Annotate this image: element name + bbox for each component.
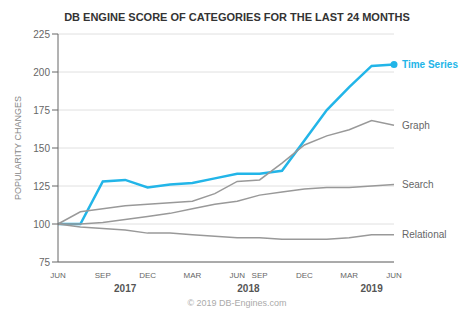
svg-text:125: 125 [33,181,50,192]
svg-text:Time Series: Time Series [402,59,458,70]
svg-text:DEC: DEC [139,271,156,280]
svg-text:Relational: Relational [402,229,446,240]
svg-text:POPULARITY CHANGES: POPULARITY CHANGES [13,96,23,200]
html-text:© 2019 DB-Engines.com: © 2019 DB-Engines.com [187,298,287,308]
svg-text:JUN: JUN [386,271,402,280]
svg-text:Search: Search [402,179,434,190]
svg-text:2017: 2017 [114,283,137,294]
svg-text:SEP: SEP [252,271,268,280]
svg-text:2019: 2019 [360,283,383,294]
svg-text:100: 100 [33,219,50,230]
svg-text:225: 225 [33,29,50,40]
html-text:DB ENGINE SCORE OF CATEGORIES: DB ENGINE SCORE OF CATEGORIES FOR THE LA… [64,11,410,23]
svg-text:MAR: MAR [340,271,358,280]
svg-text:75: 75 [39,257,51,268]
svg-text:2018: 2018 [237,283,260,294]
svg-text:200: 200 [33,67,50,78]
svg-text:JUN: JUN [50,271,66,280]
svg-text:DEC: DEC [296,271,313,280]
svg-text:MAR: MAR [184,271,202,280]
svg-text:JUN: JUN [229,271,245,280]
svg-text:175: 175 [33,105,50,116]
svg-text:SEP: SEP [95,271,111,280]
svg-text:150: 150 [33,143,50,154]
svg-text:Graph: Graph [402,120,430,131]
